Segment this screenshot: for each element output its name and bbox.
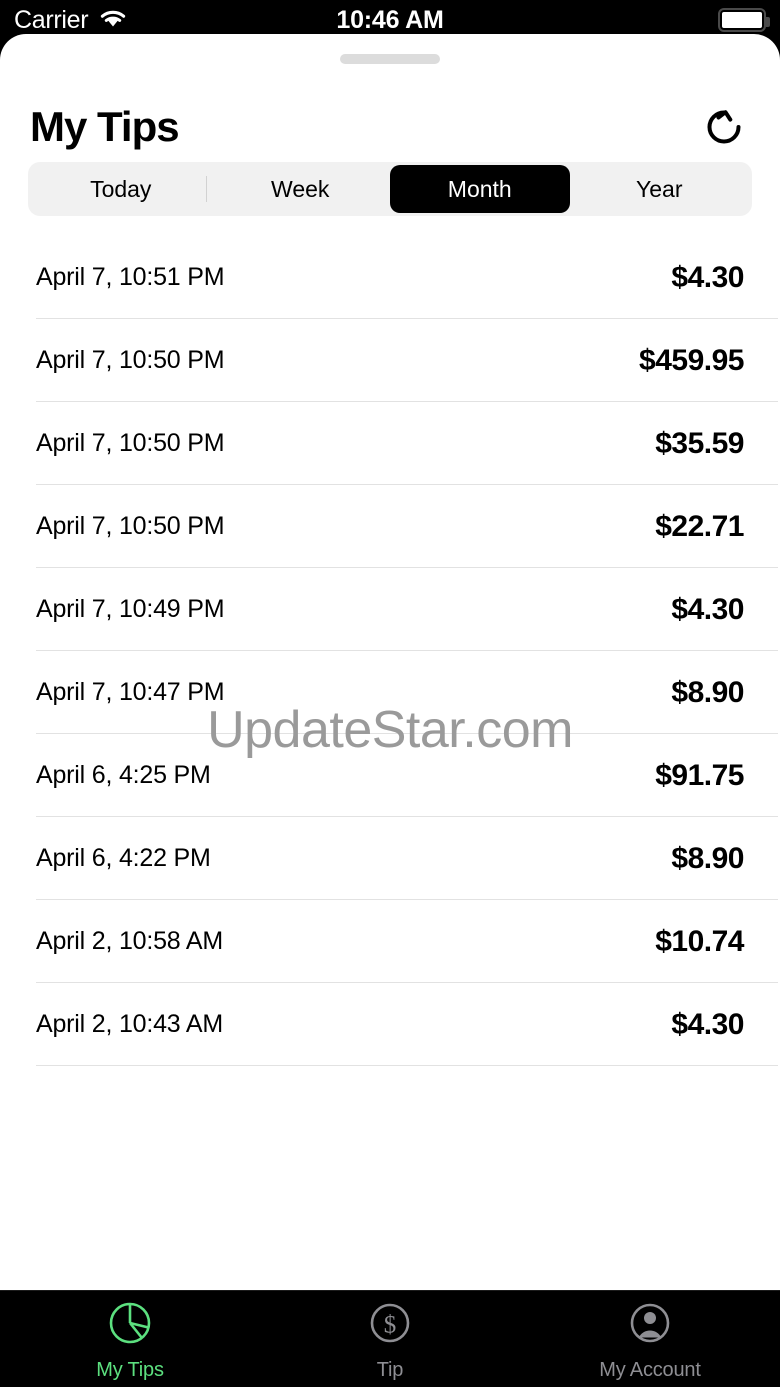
segment-today[interactable]: Today — [90, 175, 152, 202]
row-date: April 2, 10:58 AM — [36, 927, 223, 955]
row-amount: $4.30 — [671, 260, 744, 294]
row-date: April 2, 10:43 AM — [36, 1010, 223, 1038]
segment-divider — [206, 176, 207, 202]
segment-month[interactable]: Month — [390, 165, 570, 213]
table-row[interactable]: April 7, 10:50 PM $35.59 — [0, 402, 780, 485]
period-segmented-control[interactable]: Today Week Month Year — [28, 162, 752, 216]
row-amount: $35.59 — [655, 426, 744, 460]
row-amount: $8.90 — [671, 841, 744, 875]
battery-full-icon — [718, 8, 770, 32]
row-date: April 7, 10:49 PM — [36, 595, 225, 623]
table-row[interactable]: April 7, 10:49 PM $4.30 — [0, 568, 780, 651]
row-date: April 7, 10:50 PM — [36, 429, 225, 457]
dollar-circle-icon: $ — [365, 1298, 415, 1353]
table-row[interactable]: April 7, 10:51 PM $4.30 — [0, 236, 780, 319]
tab-tip[interactable]: $ Tip — [260, 1291, 520, 1387]
table-row[interactable]: April 6, 4:22 PM $8.90 — [0, 817, 780, 900]
bottom-tab-bar: My Tips $ Tip My Account — [0, 1290, 780, 1387]
table-row[interactable]: April 7, 10:47 PM $8.90 — [0, 651, 780, 734]
page-header: My Tips — [0, 88, 780, 166]
row-date: April 7, 10:50 PM — [36, 512, 225, 540]
segment-year[interactable]: Year — [636, 175, 683, 202]
row-date: April 6, 4:25 PM — [36, 761, 211, 789]
status-bar: Carrier 10:46 AM — [0, 0, 780, 40]
wifi-icon — [98, 7, 128, 34]
row-date: April 7, 10:51 PM — [36, 263, 225, 291]
tab-label-my-account: My Account — [599, 1358, 701, 1381]
person-circle-icon — [625, 1298, 675, 1353]
sheet-grabber-handle[interactable] — [340, 54, 440, 64]
tab-label-tip: Tip — [376, 1358, 404, 1381]
status-bar-right — [718, 0, 770, 40]
segment-week[interactable]: Week — [271, 175, 330, 202]
row-amount: $4.30 — [671, 1007, 744, 1041]
table-row[interactable]: April 2, 10:58 AM $10.74 — [0, 900, 780, 983]
status-bar-left: Carrier — [14, 0, 128, 40]
svg-text:$: $ — [384, 1311, 397, 1338]
row-amount: $459.95 — [639, 343, 744, 377]
row-amount: $22.71 — [655, 509, 744, 543]
pie-chart-icon — [105, 1298, 155, 1353]
row-amount: $4.30 — [671, 592, 744, 626]
row-date: April 7, 10:47 PM — [36, 678, 225, 706]
table-row[interactable]: April 7, 10:50 PM $459.95 — [0, 319, 780, 402]
page-title: My Tips — [30, 103, 180, 150]
row-date: April 6, 4:22 PM — [36, 844, 211, 872]
row-amount: $10.74 — [655, 924, 744, 958]
refresh-icon[interactable] — [698, 101, 750, 153]
tips-list[interactable]: April 7, 10:51 PM $4.30 April 7, 10:50 P… — [0, 236, 780, 1066]
content-sheet: My Tips Today Week Month Year April 7, 1… — [0, 34, 780, 1290]
table-row[interactable]: April 6, 4:25 PM $91.75 — [0, 734, 780, 817]
tab-my-tips[interactable]: My Tips — [0, 1291, 260, 1387]
row-amount: $8.90 — [671, 675, 744, 709]
row-amount: $91.75 — [655, 758, 744, 792]
tab-label-my-tips: My Tips — [96, 1358, 164, 1381]
carrier-label: Carrier — [14, 5, 89, 34]
tab-my-account[interactable]: My Account — [520, 1291, 780, 1387]
table-row[interactable]: April 2, 10:43 AM $4.30 — [0, 983, 780, 1066]
battery-fill — [722, 12, 762, 28]
row-date: April 7, 10:50 PM — [36, 346, 225, 374]
status-bar-clock: 10:46 AM — [336, 5, 444, 34]
table-row[interactable]: April 7, 10:50 PM $22.71 — [0, 485, 780, 568]
